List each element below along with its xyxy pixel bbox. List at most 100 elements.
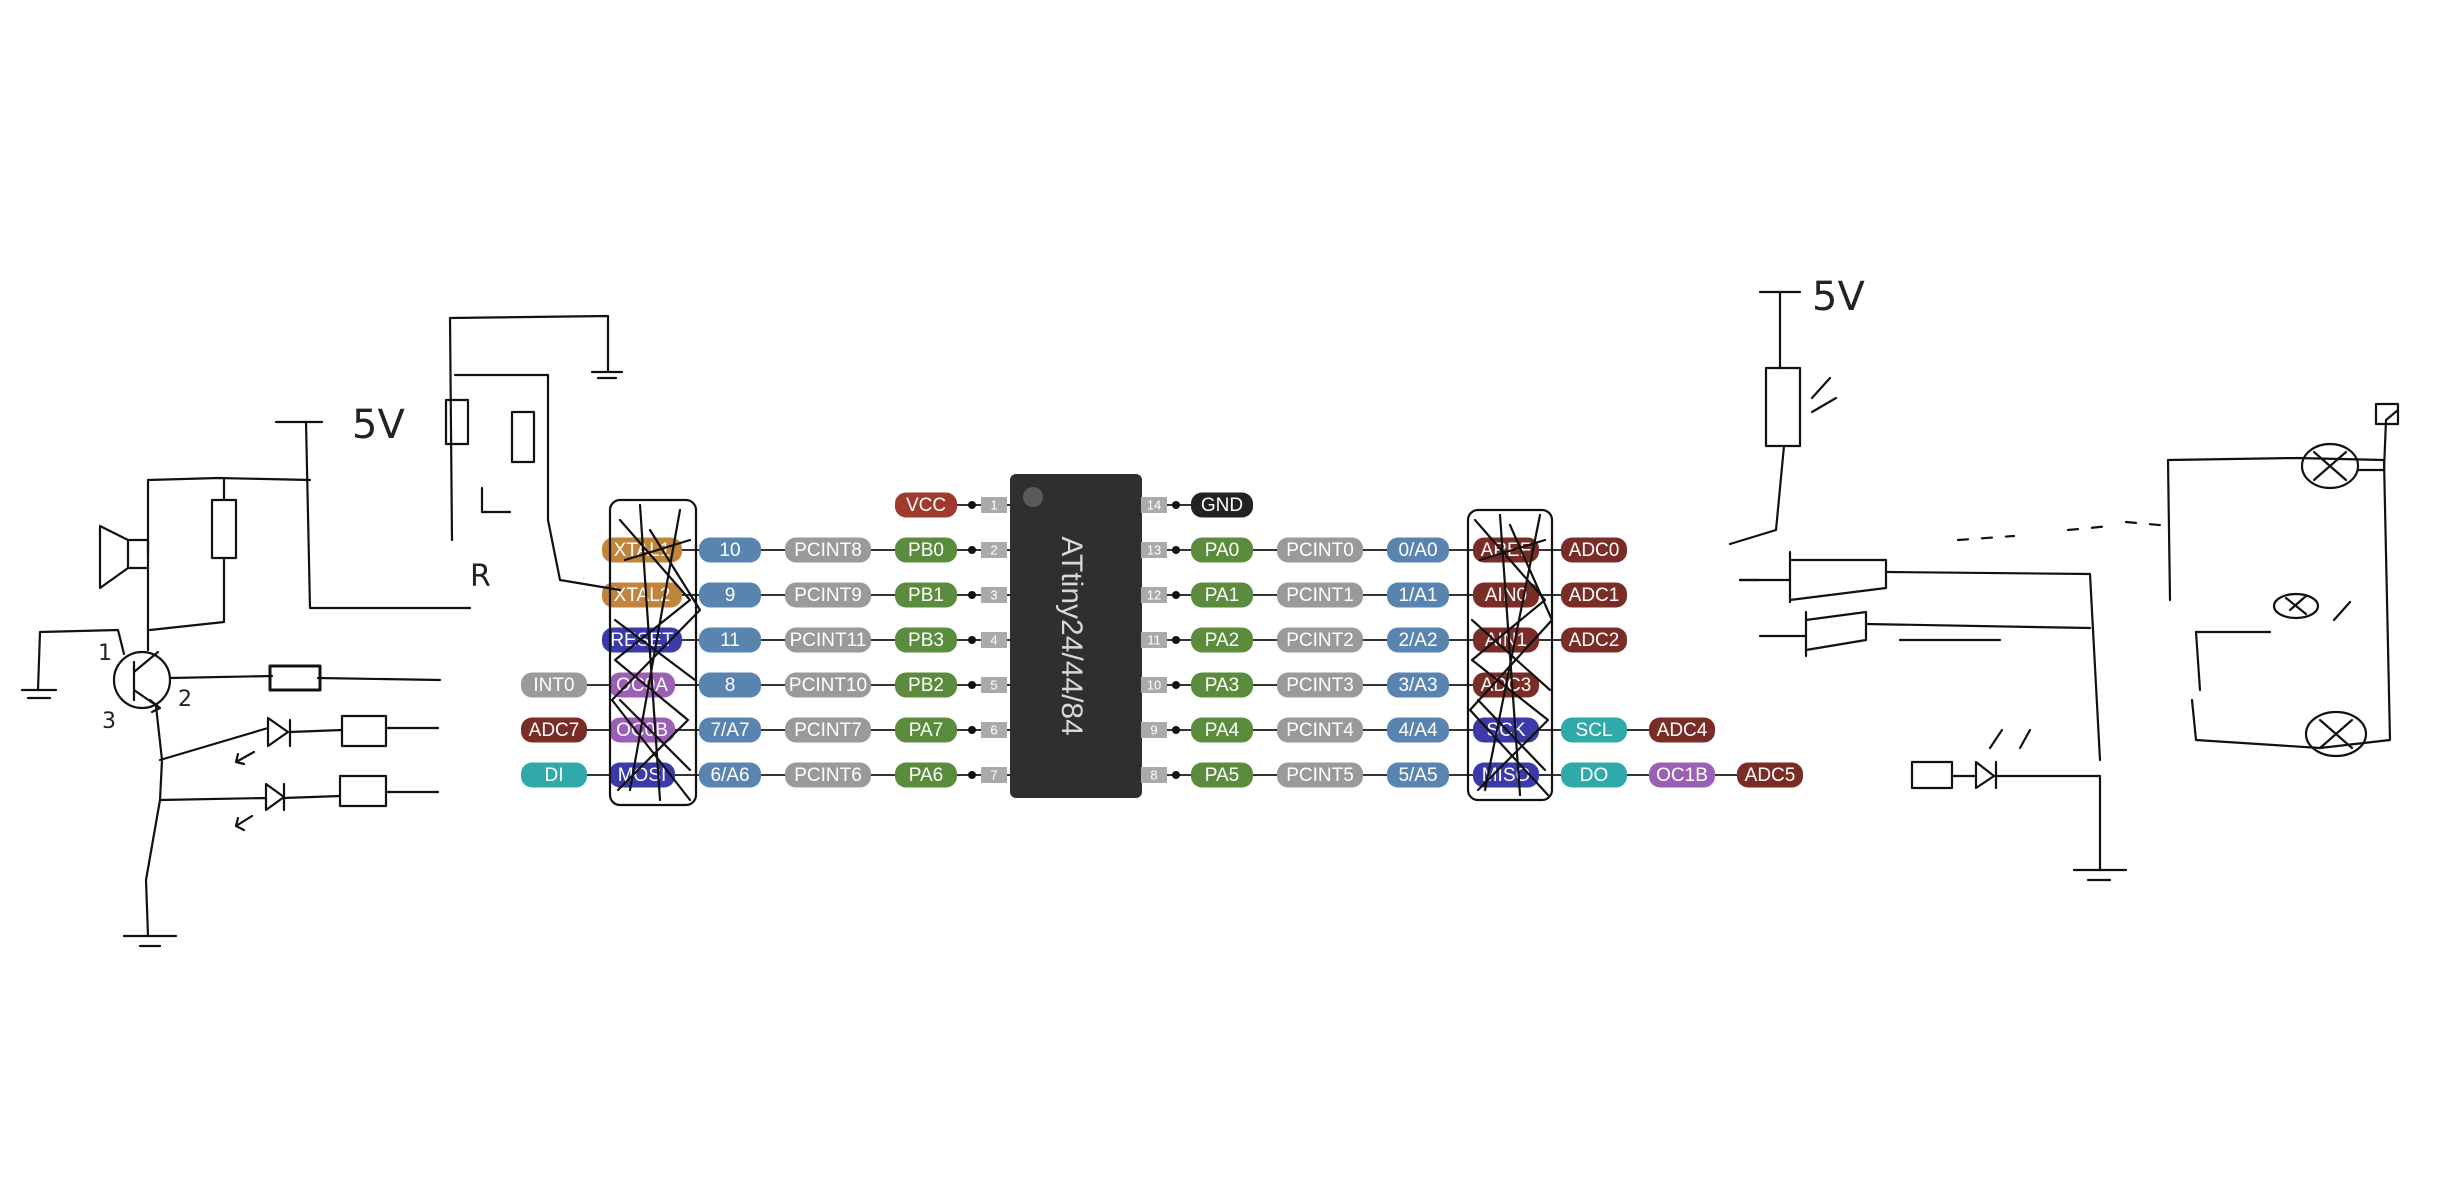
- pcint-label-label: PCINT1: [1286, 585, 1354, 606]
- pin-number: 5: [981, 677, 1007, 693]
- sketch-left-circuit: R 5V 1 2 3: [20, 314, 624, 948]
- pcint-label: PCINT0: [1277, 537, 1363, 563]
- function-label-label: ADC1: [1569, 585, 1620, 606]
- pcint-label: PCINT2: [1277, 627, 1363, 653]
- scribble-left: [608, 498, 702, 807]
- arduino-pin-label-label: 2/A2: [1398, 630, 1437, 651]
- pin-number: 1: [981, 497, 1007, 513]
- pin-dot: [1172, 771, 1180, 779]
- pcint-label-shape: [1277, 582, 1363, 608]
- port-label-shape: [895, 627, 957, 653]
- function-label-label: ADC0: [1569, 540, 1620, 561]
- pin-number-label: 1: [990, 497, 997, 512]
- arduino-pin-label: 6/A6: [699, 762, 761, 788]
- port-label: GND: [1191, 492, 1253, 518]
- function-label-shape: [609, 717, 675, 743]
- pin-number-shape: [981, 722, 1007, 738]
- port-label: PA5: [1191, 762, 1253, 788]
- pcint-label-shape: [785, 762, 871, 788]
- chip-name: ATtiny24/44/84: [1055, 536, 1088, 736]
- pin-number: 12: [1141, 587, 1167, 603]
- function-label-label: ADC7: [529, 720, 580, 741]
- pin-row-14: 14 GND: [1141, 492, 1253, 518]
- port-label-label: PB3: [908, 630, 944, 651]
- function-label-shape: [1649, 762, 1715, 788]
- port-label-label: PB1: [908, 585, 944, 606]
- pcint-label-shape: [785, 537, 871, 563]
- pcint-label-shape: [1277, 627, 1363, 653]
- pcint-label: PCINT5: [1277, 762, 1363, 788]
- pcint-label: PCINT6: [785, 762, 871, 788]
- arduino-pin-label-shape: [699, 627, 761, 653]
- function-label-label: XTAL2: [614, 585, 671, 606]
- pin-number: 6: [981, 722, 1007, 738]
- pin-number-shape: [981, 767, 1007, 783]
- pin-number-label: 14: [1147, 497, 1161, 512]
- pin-row-5: 5 PB2 PCINT10 8 OC0A INT0: [521, 672, 1010, 698]
- port-label: PA2: [1191, 627, 1253, 653]
- function-label-shape: [1561, 537, 1627, 563]
- pin-number-label: 4: [990, 632, 997, 647]
- pcint-label: PCINT7: [785, 717, 871, 743]
- pin-number-shape: [1141, 767, 1167, 783]
- arduino-pin-label-shape: [699, 762, 761, 788]
- pin-dot: [968, 591, 976, 599]
- arduino-pin-label: 2/A2: [1387, 627, 1449, 653]
- pin-number-label: 8: [1150, 767, 1157, 782]
- pin-row-1: 1 VCC: [895, 492, 1010, 518]
- pin-number-label: 12: [1147, 587, 1161, 602]
- pcint-label-label: PCINT7: [794, 720, 862, 741]
- pin-dot: [968, 726, 976, 734]
- pin-number: 11: [1141, 632, 1167, 648]
- pcint-label-shape: [1277, 537, 1363, 563]
- pin-row-3: 3 PB1 PCINT9 9 XTAL2: [602, 582, 1010, 608]
- transistor-pin-3: 3: [102, 709, 116, 734]
- pcint-label: PCINT1: [1277, 582, 1363, 608]
- pin-number-label: 7: [990, 767, 997, 782]
- pcint-label: PCINT3: [1277, 672, 1363, 698]
- port-label-shape: [1191, 492, 1253, 518]
- pin-number-label: 11: [1147, 632, 1161, 647]
- port-label: PB3: [895, 627, 957, 653]
- port-label-shape: [895, 537, 957, 563]
- function-label-shape: [1737, 762, 1803, 788]
- pin-row-10: 10 PA3 PCINT3 3/A3 ADC3: [1141, 672, 1539, 698]
- function-label-label: ADC2: [1569, 630, 1620, 651]
- chip: ATtiny24/44/84: [1010, 474, 1142, 798]
- function-label-shape: [602, 582, 682, 608]
- arduino-pin-label-shape: [1387, 717, 1449, 743]
- arduino-pin-label-shape: [699, 537, 761, 563]
- function-label-label: DI: [545, 765, 564, 786]
- function-label-shape: [521, 717, 587, 743]
- function-label: ADC1: [1561, 582, 1627, 608]
- port-label-shape: [1191, 537, 1253, 563]
- pcint-label-shape: [1277, 717, 1363, 743]
- port-label-label: VCC: [906, 495, 946, 516]
- function-label: ADC5: [1737, 762, 1803, 788]
- pcint-label-label: PCINT2: [1286, 630, 1354, 651]
- transistor-pin-1: 1: [98, 641, 112, 666]
- arduino-pin-label-shape: [1387, 672, 1449, 698]
- pcint-label-label: PCINT3: [1286, 675, 1354, 696]
- arduino-pin-label: 0/A0: [1387, 537, 1449, 563]
- pcint-label-label: PCINT9: [794, 585, 862, 606]
- pin-number-shape: [981, 542, 1007, 558]
- resistor-note: R: [470, 559, 491, 594]
- port-label-shape: [1191, 582, 1253, 608]
- pcint-label-shape: [785, 717, 871, 743]
- pcint-label-label: PCINT0: [1286, 540, 1354, 561]
- port-label-label: PA5: [1205, 765, 1240, 786]
- arduino-pin-label-shape: [1387, 582, 1449, 608]
- pin-number: 7: [981, 767, 1007, 783]
- sketch-right-circuit: 5V: [1728, 274, 2400, 882]
- arduino-pin-label-label: 6/A6: [710, 765, 749, 786]
- arduino-pin-label-shape: [699, 582, 761, 608]
- port-label: PA1: [1191, 582, 1253, 608]
- scribble-right: [1466, 508, 1554, 802]
- port-label-shape: [1191, 717, 1253, 743]
- pin-number: 4: [981, 632, 1007, 648]
- pin-number: 8: [1141, 767, 1167, 783]
- supply-label-right: 5V: [1812, 274, 1865, 320]
- function-label: ADC0: [1561, 537, 1627, 563]
